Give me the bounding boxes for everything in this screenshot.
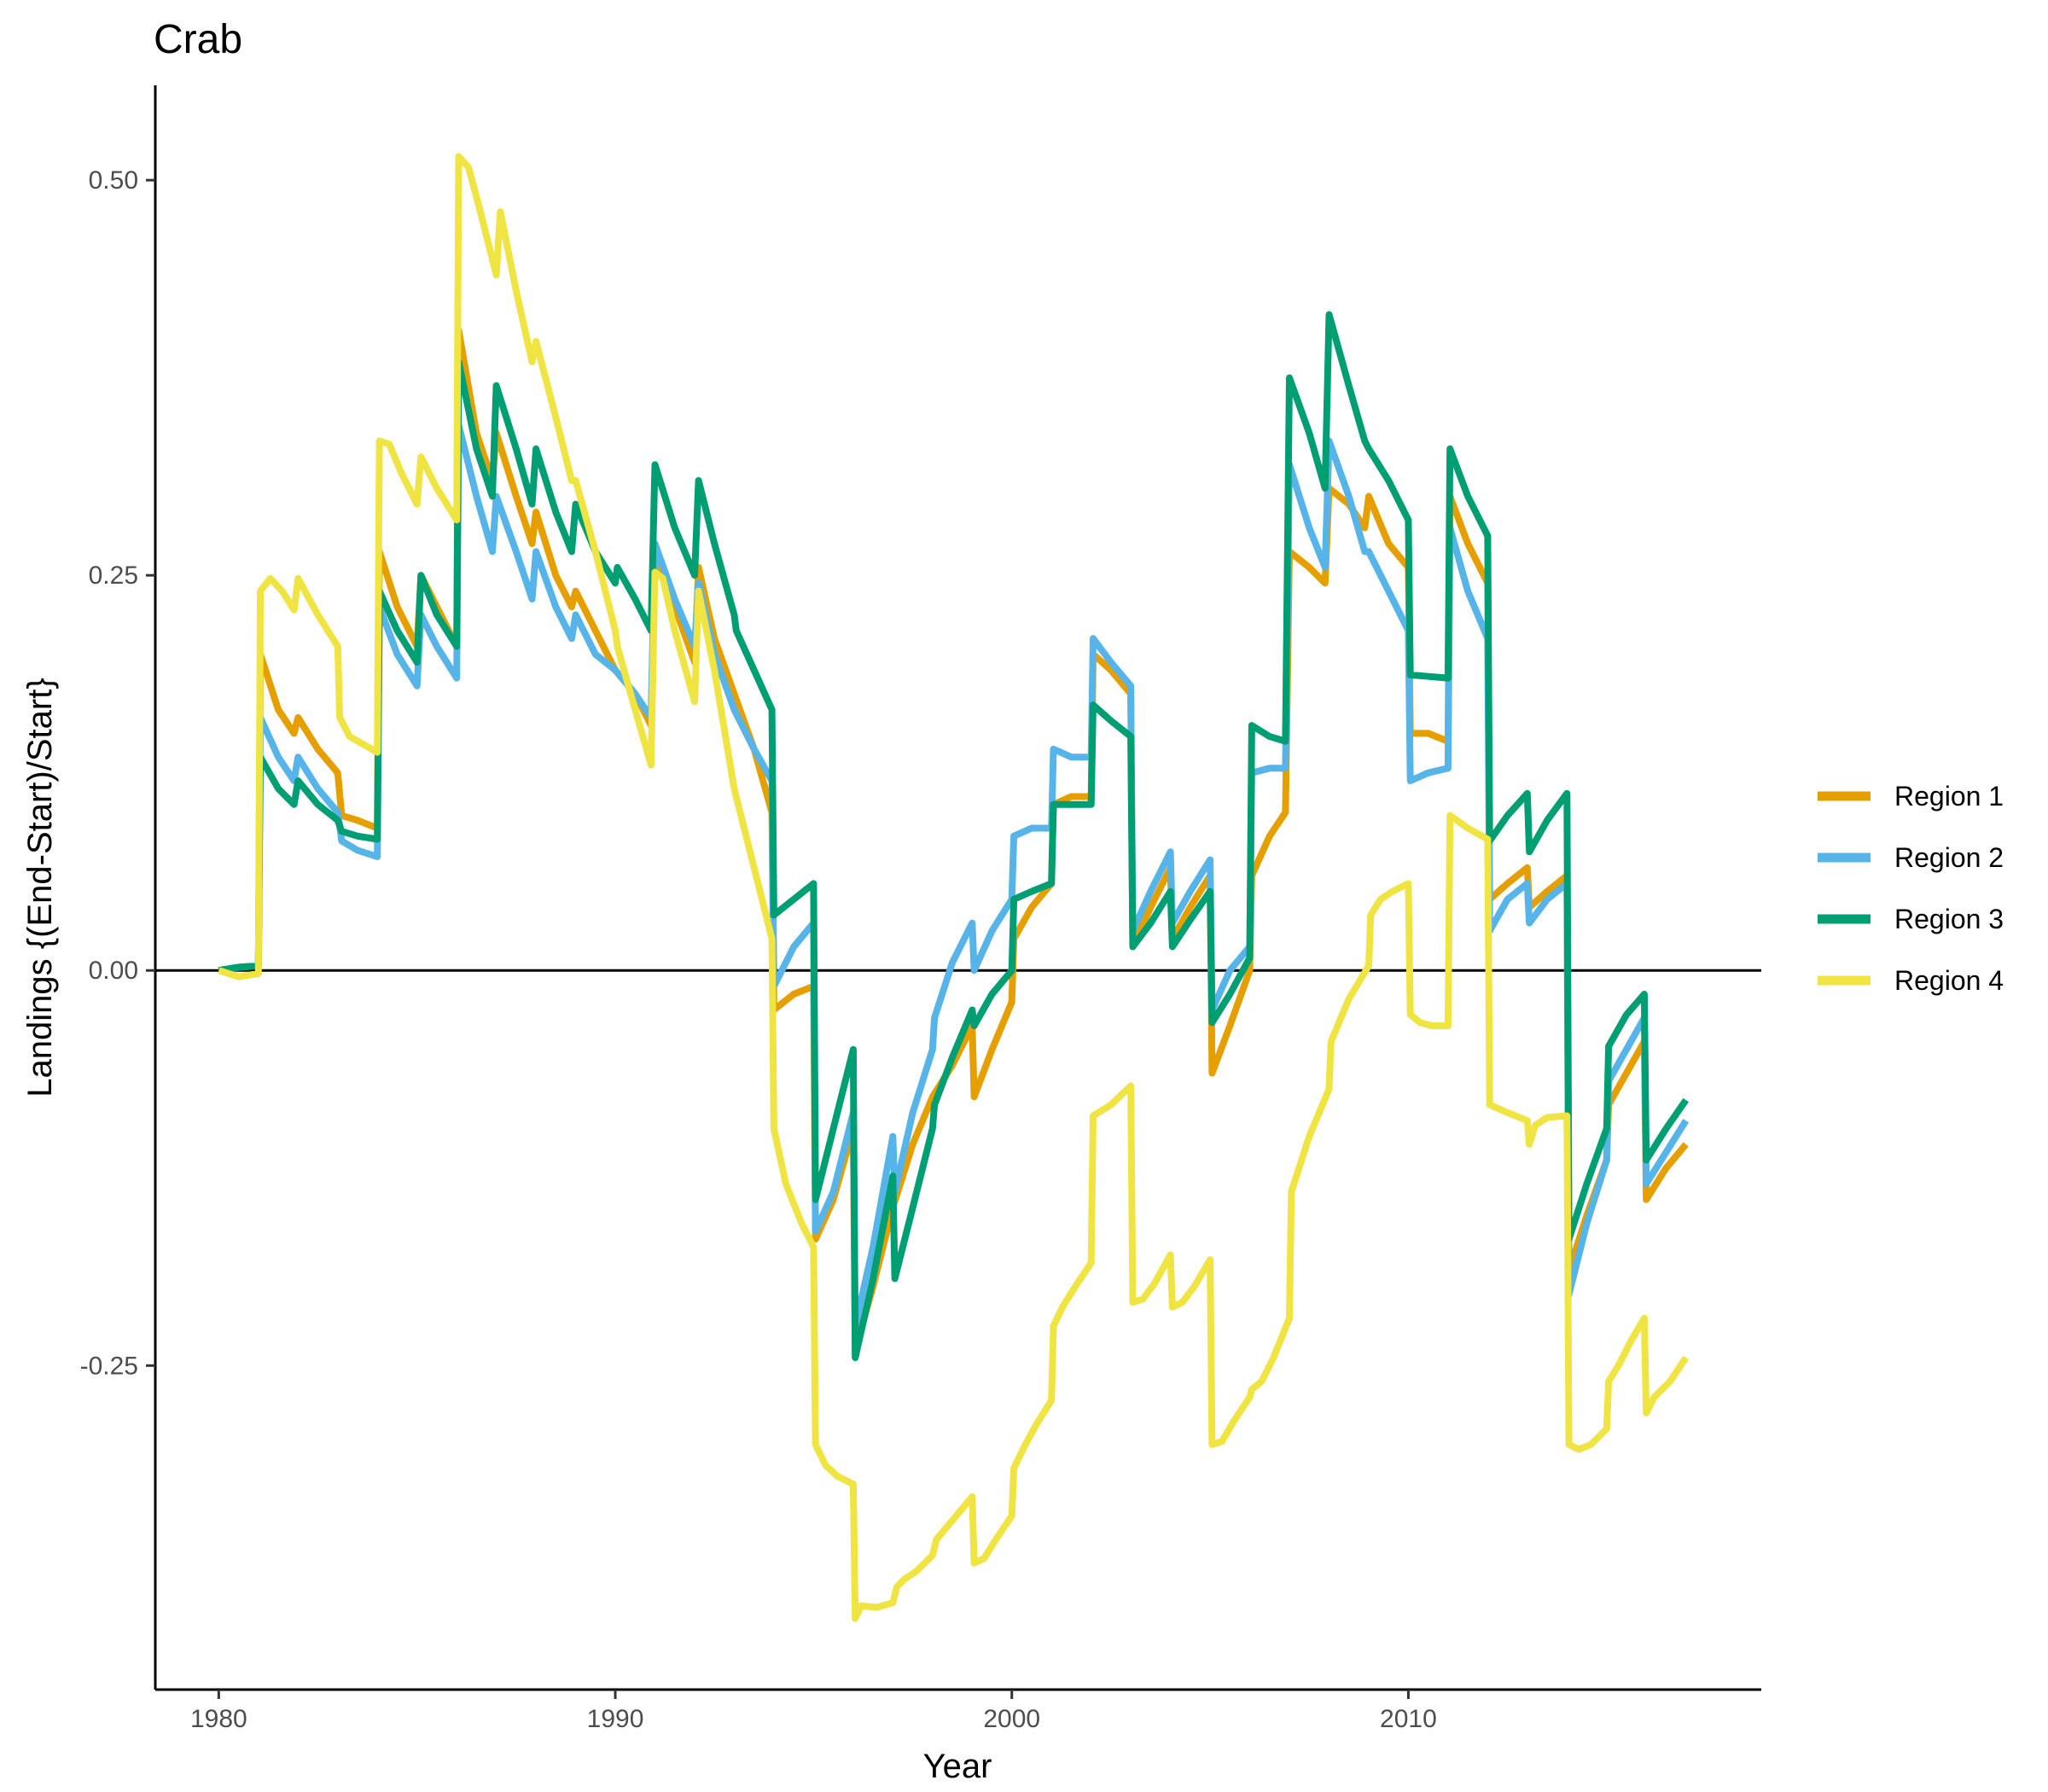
legend-item-region-2: Region 2 xyxy=(1818,842,2004,873)
series-line-region-3 xyxy=(218,311,1689,1361)
legend-item-region-3: Region 3 xyxy=(1818,904,2004,934)
series-group xyxy=(218,153,1690,1622)
legend-item-region-4: Region 4 xyxy=(1818,965,2004,996)
legend-label: Region 2 xyxy=(1894,842,2004,873)
chart-title: Crab xyxy=(154,17,242,62)
x-tick-label: 2000 xyxy=(983,1705,1040,1733)
legend-label: Region 1 xyxy=(1894,781,2004,812)
legend-label: Region 3 xyxy=(1894,904,2004,934)
x-axis-title: Year xyxy=(923,1748,992,1785)
legend: Region 1 Region 2 Region 3 Region 4 xyxy=(1818,781,2004,996)
series-line-region-2 xyxy=(218,422,1690,1329)
y-tick-label: -0.25 xyxy=(80,1352,138,1380)
y-ticks: 0.50 0.25 0.00 -0.25 xyxy=(80,166,155,1380)
x-ticks: 1980 1990 2000 2010 xyxy=(190,1690,1437,1733)
series-line-region-4 xyxy=(218,153,1690,1622)
x-tick-label: 1980 xyxy=(190,1705,247,1733)
legend-item-region-1: Region 1 xyxy=(1818,781,2004,812)
legend-label: Region 4 xyxy=(1894,965,2004,996)
y-axis-title: Landings {(End-Start)/Start} xyxy=(21,678,59,1097)
axes-group xyxy=(154,85,1761,1691)
x-tick-label: 2010 xyxy=(1380,1705,1437,1733)
y-tick-label: 0.25 xyxy=(89,561,138,590)
y-tick-label: 0.50 xyxy=(89,166,138,195)
x-tick-label: 1990 xyxy=(587,1705,644,1733)
y-tick-label: 0.00 xyxy=(89,957,138,985)
